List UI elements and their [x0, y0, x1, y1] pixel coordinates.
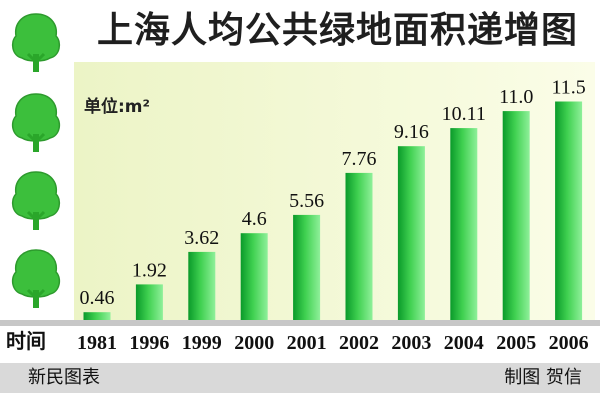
value-label-2003: 9.16: [394, 121, 429, 143]
tree-icon: [10, 170, 62, 232]
x-tick-label-2004: 2004: [444, 332, 484, 354]
value-label-1996: 1.92: [132, 259, 167, 281]
value-label-1981: 0.46: [80, 287, 115, 309]
x-tick-label-2006: 2006: [549, 332, 589, 354]
tree-icon: [10, 12, 62, 74]
value-label-1999: 3.62: [184, 227, 219, 249]
tree-icon: [10, 92, 62, 154]
value-label-2000: 4.6: [242, 208, 267, 230]
x-axis-label: 时间: [6, 329, 46, 353]
x-tick-label-2003: 2003: [391, 332, 431, 354]
x-tick-label-2001: 2001: [287, 332, 327, 354]
tree-icon: [10, 248, 62, 310]
value-label-2001: 5.56: [289, 190, 324, 212]
x-tick-label-1996: 1996: [129, 332, 169, 354]
x-tick-label-2002: 2002: [339, 332, 379, 354]
bar-2001: [293, 214, 321, 321]
x-tick-label-2000: 2000: [234, 332, 274, 354]
x-tick-label-2005: 2005: [496, 332, 536, 354]
value-label-2005: 11.0: [499, 86, 533, 108]
value-label-2002: 7.76: [342, 148, 377, 170]
x-tick-label-1981: 1981: [77, 332, 117, 354]
bar-2000: [240, 233, 268, 321]
bar-2002: [345, 172, 373, 321]
x-tick-label-1999: 1999: [182, 332, 222, 354]
credit-label: 制图 贺信: [504, 367, 582, 388]
bar-1981: [83, 312, 111, 321]
tree-decoration: [0, 0, 80, 320]
unit-label: 单位:m²: [84, 97, 150, 117]
value-label-2006: 11.5: [551, 77, 585, 99]
bar-2004: [450, 128, 478, 321]
bar-2006: [555, 101, 583, 321]
value-label-2004: 10.11: [442, 103, 486, 125]
footer-bar: 新民图表 制图 贺信: [0, 363, 600, 393]
bar-2005: [502, 111, 530, 321]
bar-2003: [397, 146, 425, 321]
bar-1996: [135, 284, 163, 321]
chart-title: 上海人均公共绿地面积递增图: [96, 10, 578, 51]
x-axis-baseline: [0, 320, 600, 326]
source-label: 新民图表: [28, 367, 100, 388]
bar-1999: [188, 251, 216, 321]
